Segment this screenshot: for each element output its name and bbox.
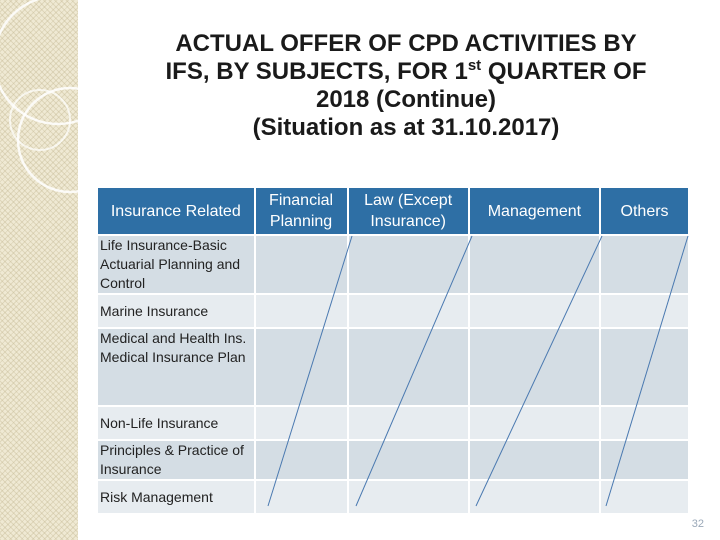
cpd-subjects-table: Insurance Related Financial Planning Law… — [96, 186, 690, 515]
table-row: Life Insurance-Basic Actuarial Planning … — [98, 236, 688, 293]
row-label: Medical and Health Ins. Medical Insuranc… — [98, 329, 254, 405]
row-label: Non-Life Insurance — [98, 407, 254, 439]
table-cell — [348, 329, 468, 405]
header-management: Management — [469, 188, 600, 234]
table-cell — [255, 329, 347, 405]
table-cell — [255, 236, 347, 293]
header-others: Others — [601, 188, 688, 234]
row-label: Risk Management — [98, 481, 254, 513]
table-cell — [469, 295, 600, 327]
header-law: Law (Except Insurance) — [348, 188, 468, 234]
title-line-3: 2018 (Continue) — [315, 86, 497, 113]
title-line-1: ACTUAL OFFER OF CPD ACTIVITIES BY — [175, 30, 637, 57]
table-cell — [348, 481, 468, 513]
row-label: Life Insurance-Basic Actuarial Planning … — [98, 236, 254, 293]
table-cell — [469, 407, 600, 439]
table-cell — [601, 441, 688, 479]
table-row: Risk Management — [98, 481, 688, 513]
table-cell — [348, 407, 468, 439]
title-line-2-before: IFS, BY SUBJECTS, FOR 1 — [165, 58, 468, 85]
table-cell — [469, 481, 600, 513]
table-header-row: Insurance Related Financial Planning Law… — [98, 188, 688, 234]
table-cell — [255, 407, 347, 439]
decorative-circles — [0, 0, 124, 194]
header-insurance-related: Insurance Related — [98, 188, 254, 234]
table-cell — [255, 295, 347, 327]
table-cell — [469, 329, 600, 405]
table-cell — [601, 481, 688, 513]
title-line-2: IFS, BY SUBJECTS, FOR 1st QUARTER OF — [100, 58, 712, 86]
title-line-2-sup: st — [467, 57, 482, 74]
table-cell — [601, 329, 688, 405]
table-row: Non-Life Insurance — [98, 407, 688, 439]
table-cell — [255, 441, 347, 479]
table-cell — [601, 295, 688, 327]
table-cell — [601, 236, 688, 293]
table-cell — [348, 441, 468, 479]
table-cell — [601, 407, 688, 439]
header-financial-planning: Financial Planning — [255, 188, 347, 234]
table-cell — [348, 295, 468, 327]
table-cell — [255, 481, 347, 513]
table-cell — [469, 441, 600, 479]
table-cell — [348, 236, 468, 293]
page-number: 32 — [691, 518, 704, 530]
table-row: Principles & Practice of Insurance — [98, 441, 688, 479]
row-label: Marine Insurance — [98, 295, 254, 327]
row-label: Principles & Practice of Insurance — [98, 441, 254, 479]
table-cell — [469, 236, 600, 293]
table-row: Marine Insurance — [98, 295, 688, 327]
page-title: ACTUAL OFFER OF CPD ACTIVITIES BY IFS, B… — [100, 30, 712, 142]
table-row: Medical and Health Ins. Medical Insuranc… — [98, 329, 688, 405]
title-line-4: (Situation as at 31.10.2017) — [252, 114, 560, 141]
title-line-2-after: QUARTER OF — [481, 58, 647, 85]
